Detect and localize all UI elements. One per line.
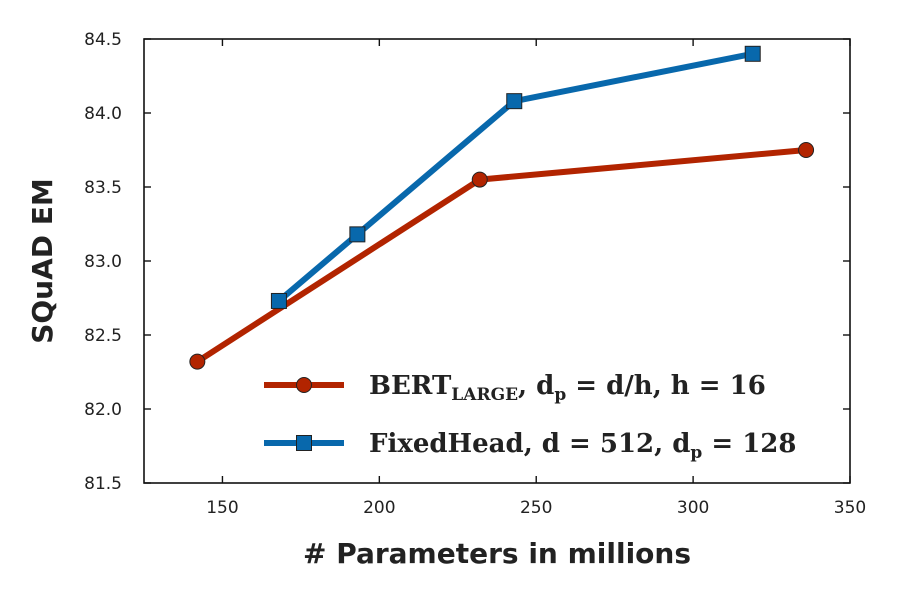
legend-item-fixedhead: FixedHead, d = 512, dp = 128 [264, 429, 796, 463]
legend-fixedhead-main: FixedHead, d = 512, d [369, 429, 690, 459]
legend-label-bert: BERTLARGE, dp = d/h, h = 16 [369, 371, 766, 405]
x-tick-label: 150 [206, 498, 238, 518]
x-axis-title: # Parameters in millions [303, 537, 691, 570]
legend-fixedhead-rest: = 128 [702, 429, 796, 459]
y-tick-label: 83.0 [84, 252, 122, 272]
legend-bert-rest2: = d/h, h = 16 [566, 371, 766, 401]
y-tick-label: 83.5 [84, 178, 122, 198]
x-tick-label: 350 [834, 498, 866, 518]
y-axis-title: SQuAD EM [26, 178, 59, 344]
data-point [744, 45, 761, 62]
legend-label-fixedhead: FixedHead, d = 512, dp = 128 [369, 429, 796, 463]
plot-area [143, 38, 851, 484]
y-tick-label: 84.0 [84, 104, 122, 124]
legend-bert-sub2: p [554, 385, 566, 405]
data-point [471, 171, 488, 188]
legend-item-bert: BERTLARGE, dp = d/h, h = 16 [264, 371, 766, 405]
data-point [189, 353, 206, 370]
data-point [270, 292, 287, 309]
legend-marker-fixedhead [296, 435, 312, 451]
tick-labels: 150 200 250 300 350 81.5 82.0 82.5 83.0 83.5 84.0 8… [84, 30, 866, 518]
y-tick-label: 84.5 [84, 30, 122, 50]
y-tick-label: 82.5 [84, 326, 122, 346]
data-point [349, 226, 366, 243]
axis-ticks [144, 38, 851, 484]
x-tick-label: 300 [677, 498, 709, 518]
y-tick-label: 81.5 [84, 474, 122, 494]
legend-bert-rest: , d [518, 371, 554, 401]
x-tick-label: 250 [520, 498, 552, 518]
series-line [276, 50, 754, 304]
data-point [506, 93, 523, 110]
series-layer [189, 45, 815, 370]
legend-fixedhead-sub: p [690, 443, 702, 463]
legend-bert-sub: LARGE [451, 385, 518, 405]
x-tick-label: 200 [363, 498, 395, 518]
series-fixedhead [270, 45, 761, 309]
data-point [798, 142, 815, 158]
y-tick-label: 82.0 [84, 400, 122, 420]
legend: BERTLARGE, dp = d/h, h = 16 FixedHead, d… [264, 371, 796, 463]
legend-marker-bert [296, 377, 312, 393]
legend-bert-main: BERT [369, 371, 452, 401]
series-bert-large [189, 142, 815, 370]
